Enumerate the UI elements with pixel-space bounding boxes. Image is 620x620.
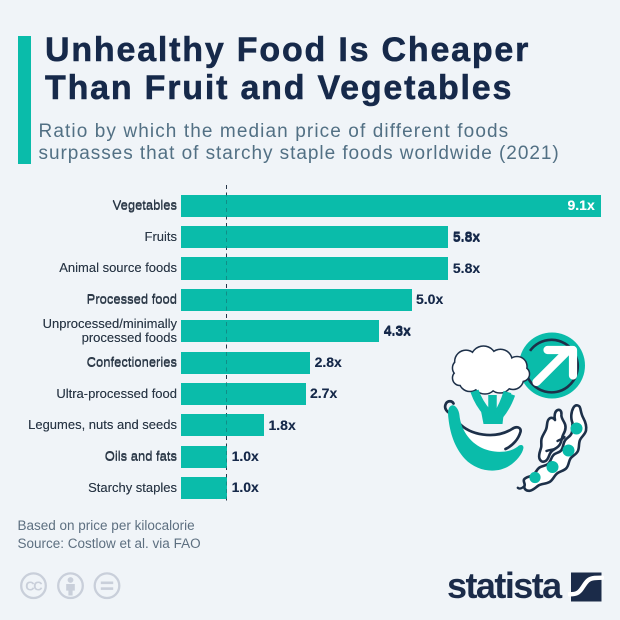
svg-text:CC: CC: [25, 579, 43, 594]
